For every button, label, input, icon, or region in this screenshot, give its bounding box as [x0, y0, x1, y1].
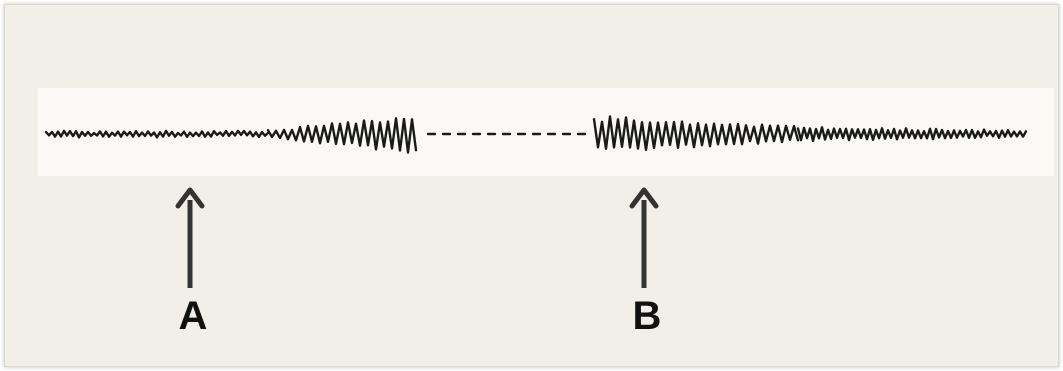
figure-frame	[4, 4, 1059, 367]
label-b: B	[632, 294, 662, 338]
trace-baseline-right	[796, 126, 1028, 143]
trace-baseline-left	[44, 129, 270, 139]
trace-burst-right	[592, 115, 800, 151]
trace-burst-left	[266, 117, 418, 154]
arrow-a	[175, 187, 205, 288]
waveform-trace	[44, 115, 1028, 154]
label-a: A	[178, 294, 208, 338]
arrow-b	[629, 187, 659, 288]
